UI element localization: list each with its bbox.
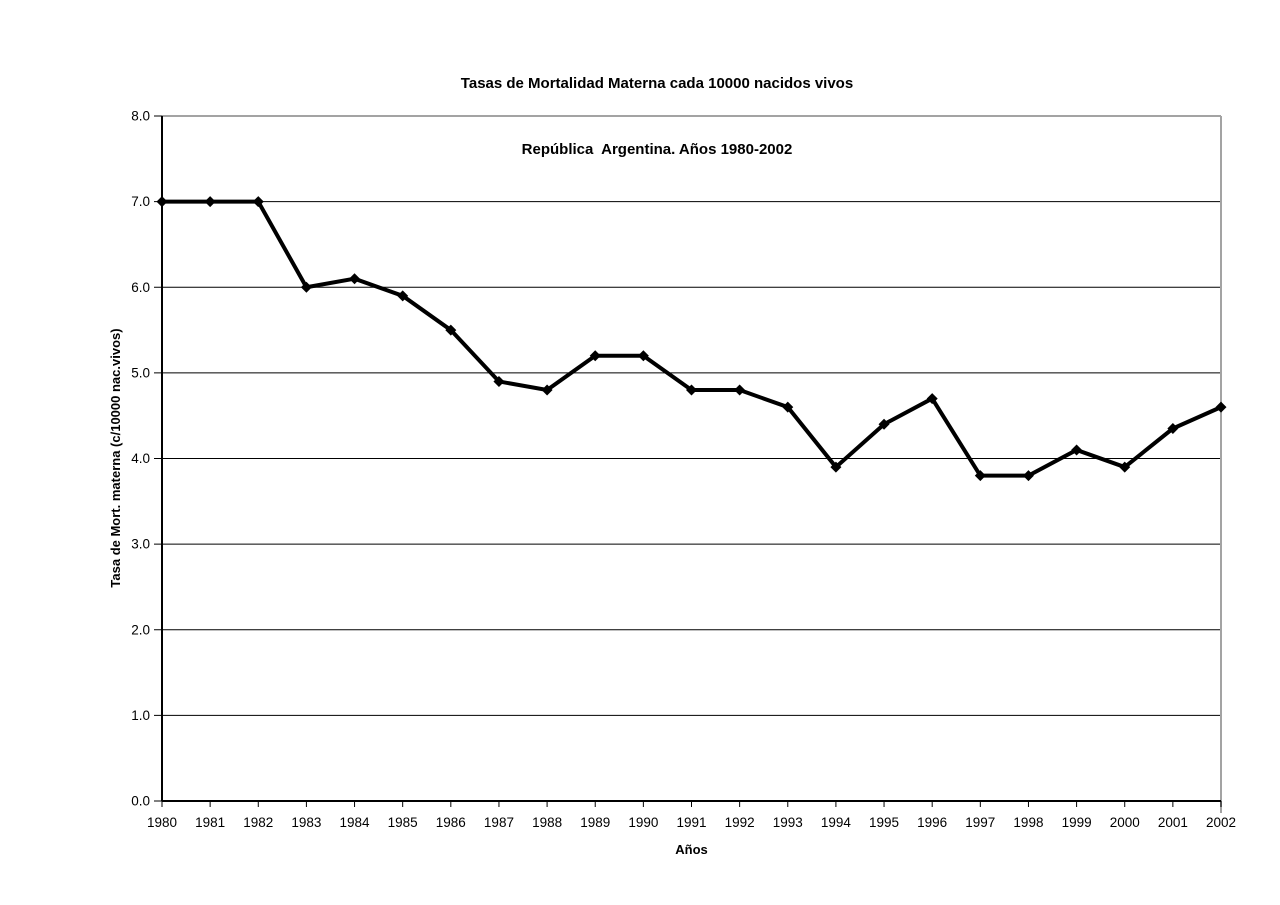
x-tick-label: 1999 — [1062, 815, 1092, 830]
y-tick-label: 0.0 — [131, 794, 150, 809]
y-tick-label: 1.0 — [131, 708, 150, 723]
x-tick-label: 1992 — [725, 815, 755, 830]
x-tick-label: 1994 — [821, 815, 852, 830]
x-tick-label: 1997 — [965, 815, 995, 830]
data-point-marker — [1071, 444, 1083, 456]
y-axis-title: Tasa de Mort. materna (c/10000 nac.vivos… — [108, 328, 123, 588]
data-point-marker — [686, 384, 697, 396]
x-tick-label: 1982 — [243, 815, 273, 830]
data-point-marker — [493, 375, 505, 387]
y-tick-label: 3.0 — [131, 537, 150, 552]
data-point-marker — [830, 461, 842, 473]
data-point-marker — [637, 350, 649, 362]
data-point-marker — [541, 384, 553, 396]
x-tick-label: 1996 — [917, 815, 947, 830]
x-axis-title: Años — [675, 842, 708, 857]
x-tick-label: 1986 — [436, 815, 466, 830]
y-tick-label: 2.0 — [131, 622, 150, 637]
x-tick-label: 2001 — [1158, 815, 1188, 830]
x-tick-label: 1987 — [484, 815, 514, 830]
data-point-marker — [1215, 401, 1227, 413]
y-tick-label: 4.0 — [131, 451, 150, 466]
x-tick-label: 2000 — [1110, 815, 1140, 830]
data-point-marker — [926, 393, 938, 405]
data-point-marker — [349, 273, 361, 285]
data-point-marker — [300, 281, 312, 293]
y-tick-label: 6.0 — [131, 280, 150, 295]
data-point-marker — [974, 470, 986, 482]
data-point-marker — [445, 324, 457, 336]
data-point-marker — [589, 350, 601, 362]
data-point-marker — [397, 290, 409, 302]
x-tick-label: 1998 — [1013, 815, 1043, 830]
y-tick-label: 7.0 — [131, 194, 150, 209]
x-tick-label: 1990 — [628, 815, 658, 830]
x-tick-label: 1993 — [773, 815, 803, 830]
data-point-marker — [252, 196, 264, 208]
x-tick-label: 1991 — [676, 815, 706, 830]
data-point-marker — [1119, 461, 1131, 473]
data-point-marker — [878, 418, 890, 430]
data-line — [162, 199, 1222, 478]
x-tick-label: 1984 — [340, 815, 371, 830]
data-point-marker — [204, 196, 216, 208]
y-tick-label: 5.0 — [131, 365, 150, 380]
data-point-marker — [782, 401, 794, 413]
x-tick-label: 1989 — [580, 815, 610, 830]
x-tick-label: 1995 — [869, 815, 899, 830]
x-tick-label: 2002 — [1206, 815, 1236, 830]
chart-title-line2: República Argentina. Años 1980-2002 — [521, 141, 793, 158]
data-point-marker — [1167, 423, 1179, 435]
data-point-marker — [734, 384, 746, 396]
x-tick-label: 1988 — [532, 815, 562, 830]
x-tick-label: 1985 — [388, 815, 418, 830]
data-point-marker — [1022, 470, 1034, 482]
data-point-marker — [156, 196, 168, 208]
x-tick-label: 1983 — [291, 815, 321, 830]
chart-title-line1: Tasas de Mortalidad Materna cada 10000 n… — [460, 75, 854, 92]
x-tick-label: 1981 — [195, 815, 225, 830]
y-tick-label: 8.0 — [131, 109, 150, 124]
chart-title: Tasas de Mortalidad Materna cada 10000 n… — [17, 29, 1280, 205]
x-tick-label: 1980 — [147, 815, 177, 830]
